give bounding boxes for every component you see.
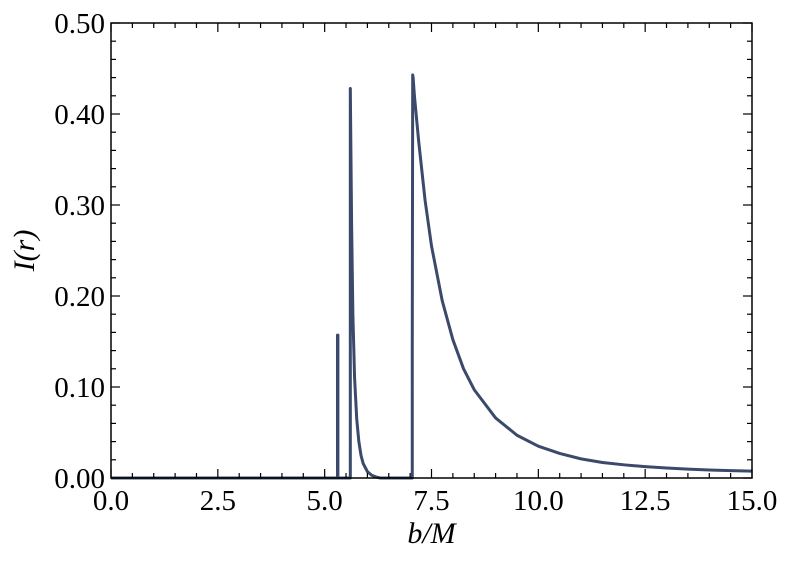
x-tick-label: 7.5 — [413, 485, 449, 517]
x-tick-label: 2.5 — [200, 485, 236, 517]
y-tick-label: 0.20 — [54, 281, 105, 313]
x-axis-label: b/M — [407, 517, 457, 550]
x-tick-label: 12.5 — [620, 485, 671, 517]
axis-tick-labels: 0.0 2.5 5.0 7.5 10.0 12.5 15.0 0.00 0.10 0.20 0.30… — [54, 8, 777, 517]
y-tick-label: 0.30 — [54, 190, 105, 222]
plot-area — [111, 73, 753, 480]
plot-frame — [110, 22, 753, 479]
x-tick-label: 5.0 — [307, 485, 343, 517]
y-tick-label: 0.10 — [54, 372, 105, 404]
series-line — [111, 73, 753, 480]
x-tick-label: 10.0 — [513, 485, 564, 517]
y-tick-label: 0.00 — [54, 463, 105, 495]
x-tick-label: 15.0 — [727, 485, 778, 517]
y-tick-label: 0.40 — [54, 99, 105, 131]
x-tick-label: 0.0 — [93, 485, 129, 517]
y-axis-label: I(r) — [8, 230, 41, 273]
y-tick-label: 0.50 — [54, 8, 105, 40]
